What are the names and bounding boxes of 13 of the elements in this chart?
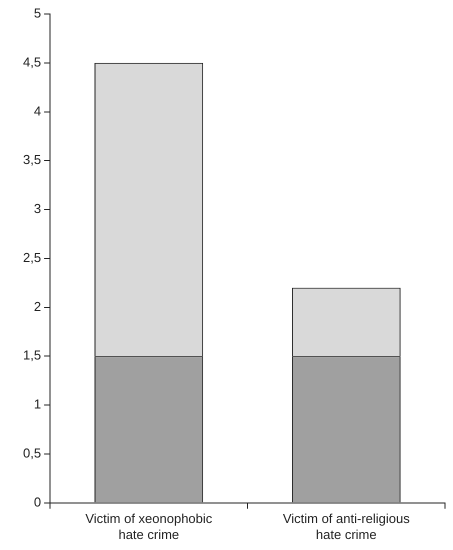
x-tick-label: Victim of anti-religious hate crime	[282, 511, 410, 542]
y-tick-label: 3,5	[22, 152, 42, 168]
y-tick-label: 4	[34, 103, 42, 118]
y-tick-label: 1	[34, 396, 42, 412]
y-tick-label: 2	[34, 298, 42, 314]
y-tick-label: 5	[34, 6, 42, 21]
y-tick-label: 3	[34, 201, 42, 216]
y-tick-label: 4,5	[22, 54, 42, 70]
y-tick-label: 1,5	[22, 348, 42, 363]
y-tick-label: 2,5	[22, 250, 42, 265]
x-tick-label: Victim of xeonophobic hate crime	[85, 511, 213, 542]
y-tick-label: 0,5	[22, 446, 42, 460]
y-tick-label: 0	[34, 494, 42, 510]
